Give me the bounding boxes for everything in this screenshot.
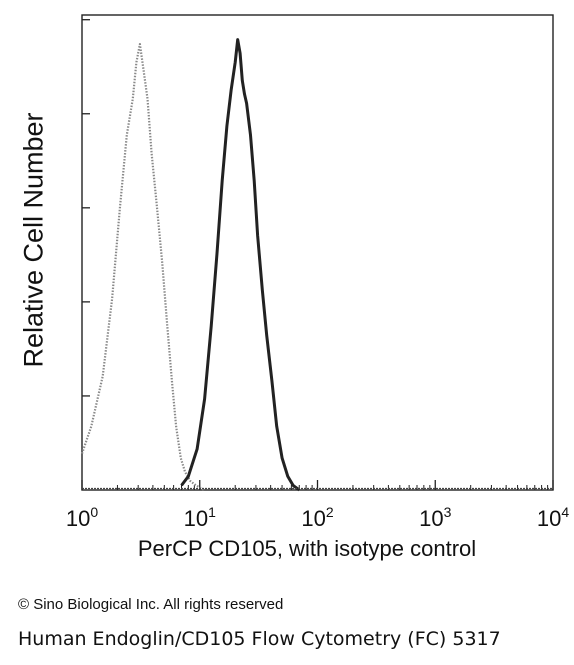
y-axis-label: Relative Cell Number [18, 112, 49, 368]
isotype-control-histogram [80, 42, 206, 491]
x-tick-label: 100 [66, 504, 98, 531]
series-layer [80, 38, 553, 492]
cd105-histogram [180, 38, 301, 492]
x-tick-label: 103 [419, 504, 451, 531]
x-axis-ticks: 100 101 102 103 104 [66, 480, 569, 531]
figure-caption: Human Endoglin/CD105 Flow Cytometry (FC)… [18, 628, 501, 650]
y-axis-ticks [82, 19, 90, 397]
x-tick-label: 104 [537, 504, 569, 531]
plot-frame [81, 14, 554, 491]
x-axis-label: PerCP CD105, with isotype control [137, 536, 477, 561]
copyright-notice: © Sino Biological Inc. All rights reserv… [18, 596, 284, 613]
x-tick-label: 102 [301, 504, 333, 531]
x-tick-label: 101 [184, 504, 216, 531]
flow-cytometry-histogram: 100 101 102 103 104 [66, 14, 569, 531]
